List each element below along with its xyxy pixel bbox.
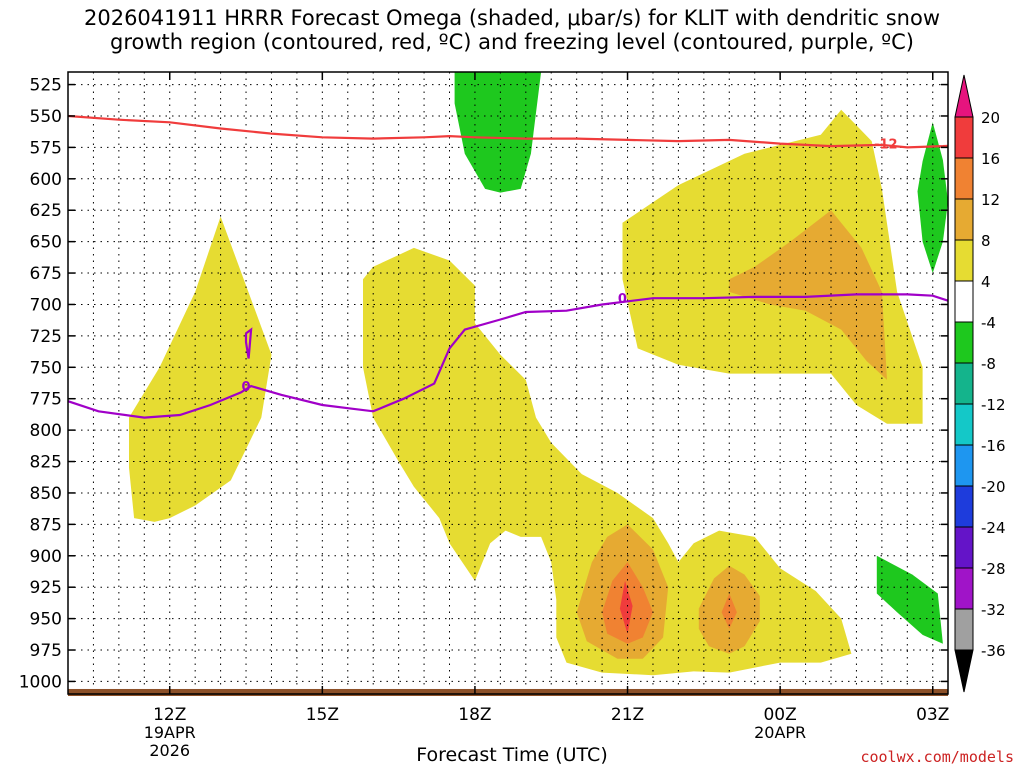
colorbar-label: 20 [981, 109, 1000, 127]
colorbar-swatch [954, 444, 974, 487]
colorbar-label: 12 [981, 191, 1000, 209]
x-tick-label: 21Z [611, 705, 644, 725]
y-tick-label: 900 [30, 547, 62, 567]
colorbar-swatch [954, 321, 974, 364]
y-tick-label: 750 [30, 358, 62, 378]
colorbar: 20 16 12 8 4 -4 -8 -12 -16 -20 -24 -28 -32 -36 [954, 74, 1006, 693]
colorbar-label: -16 [981, 437, 1006, 455]
y-axis: 525 550 575 600 625 650 675 700 725 750 775 800 825 8… [19, 76, 948, 692]
y-tick-label: 1000 [19, 672, 62, 692]
terrain-strip [68, 688, 948, 696]
colorbar-label: 4 [981, 273, 991, 291]
y-tick-label: 775 [30, 390, 62, 410]
y-tick-label: 650 [30, 233, 62, 253]
colorbar-label: 8 [981, 232, 991, 250]
y-tick-label: 675 [30, 264, 62, 284]
x-tick-date: 19APR [144, 723, 196, 742]
colorbar-label: -36 [981, 642, 1006, 660]
colorbar-swatch [954, 280, 974, 323]
x-tick-label: 15Z [306, 705, 339, 725]
x-tick-label: 18Z [458, 705, 491, 725]
colorbar-label: -12 [981, 396, 1006, 414]
colorbar-swatch [954, 116, 974, 159]
omega-region-8 [619, 580, 633, 634]
y-tick-label: 725 [30, 327, 62, 347]
y-tick-label: 600 [30, 170, 62, 190]
omega-region-10 [917, 122, 948, 274]
y-tick-label: 525 [30, 76, 62, 96]
omega-region-3 [729, 210, 887, 380]
terrain-bar [68, 688, 948, 696]
colorbar-swatch [954, 157, 974, 200]
x-tick-date: 20APR [754, 723, 806, 742]
colorbar-label: -8 [981, 355, 996, 373]
colorbar-swatch [954, 485, 974, 528]
colorbar-swatch [954, 567, 974, 610]
omega-region-7 [721, 593, 737, 629]
x-tick-label: 03Z [916, 705, 949, 725]
omega-shaded-regions [129, 72, 948, 676]
omega-region-0 [129, 216, 272, 522]
contour-line-2 [68, 114, 948, 149]
y-tick-label: 800 [30, 421, 62, 441]
plot-frame [67, 71, 949, 695]
x-tick-label: 12Z [153, 705, 186, 725]
colorbar-label: -20 [981, 478, 1006, 496]
colorbar-top-arrow [954, 74, 974, 118]
colorbar-swatch [954, 526, 974, 569]
y-tick-label: 925 [30, 578, 62, 598]
y-tick-label: 950 [30, 610, 62, 630]
y-tick-label: 700 [30, 295, 62, 315]
x-axis-label: Forecast Time (UTC) [416, 744, 608, 766]
omega-region-11 [876, 555, 943, 644]
credit-text: coolwx.com/models [860, 748, 1014, 766]
y-tick-label: 875 [30, 515, 62, 535]
y-tick-label: 975 [30, 641, 62, 661]
colorbar-swatch [954, 239, 974, 282]
y-tick-label: 550 [30, 107, 62, 127]
y-tick-label: 850 [30, 484, 62, 504]
contour-line-1 [244, 327, 253, 359]
omega-region-9 [454, 72, 542, 193]
colorbar-label: -24 [981, 519, 1006, 537]
contour-line-0 [68, 293, 948, 419]
x-tick-year: 2026 [149, 741, 190, 760]
contour-label: 0 [242, 380, 251, 395]
y-tick-label: 825 [30, 453, 62, 473]
colorbar-label: -28 [981, 560, 1006, 578]
chart-title: 2026041911 HRRR Forecast Omega (shaded, … [83, 6, 941, 54]
colorbar-bottom-arrow [954, 649, 974, 693]
colorbar-swatch [954, 608, 974, 651]
y-tick-label: 575 [30, 138, 62, 158]
colorbar-swatch [954, 403, 974, 446]
contour-lines: 0 0 -12 [68, 114, 948, 419]
y-tick-label: 625 [30, 201, 62, 221]
colorbar-label: -4 [981, 314, 996, 332]
colorbar-label: 16 [981, 150, 1000, 168]
x-tick-label: 00Z [763, 705, 796, 725]
colorbar-label: -32 [981, 601, 1006, 619]
contour-label: 0 [618, 292, 627, 307]
contour-label: -12 [874, 138, 898, 153]
colorbar-swatch [954, 198, 974, 241]
colorbar-swatch [954, 362, 974, 405]
